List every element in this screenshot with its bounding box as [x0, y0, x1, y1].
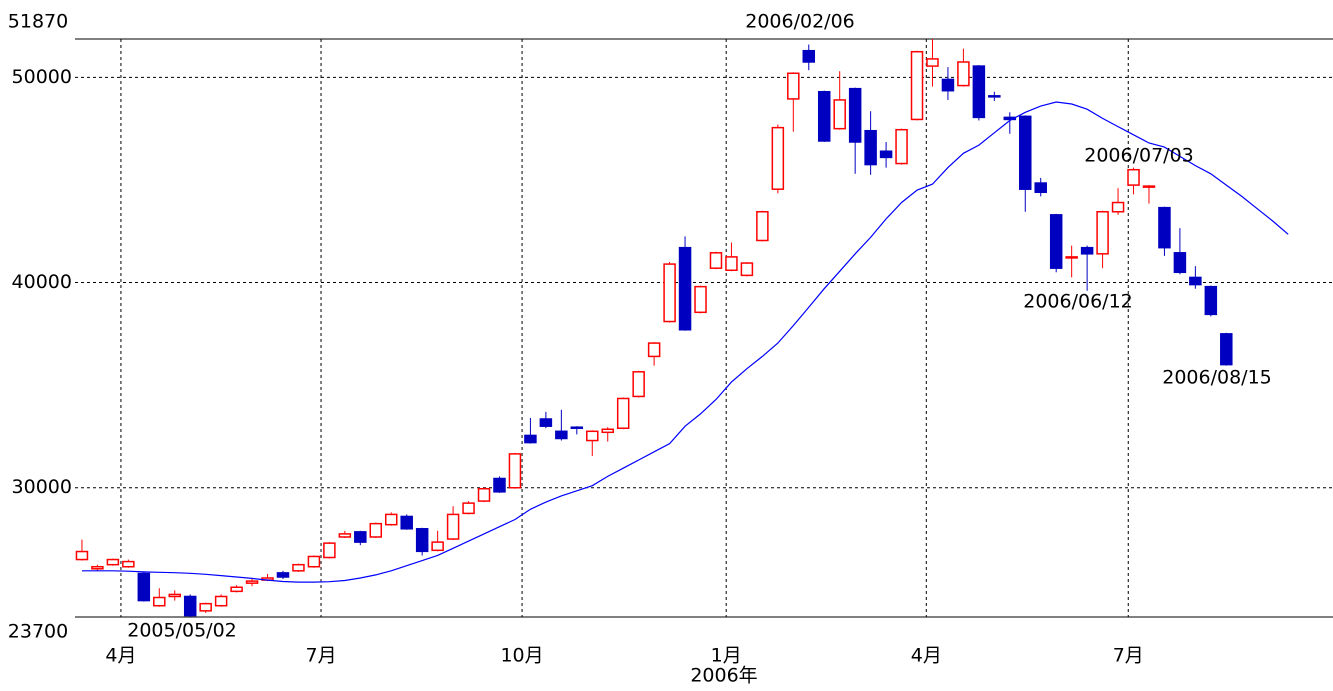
candle-body	[926, 58, 939, 67]
candle-body	[833, 99, 846, 130]
candle-body	[864, 129, 877, 166]
x-tick-label: 7月	[305, 645, 336, 667]
candle-body	[245, 580, 259, 584]
candle-body	[1111, 201, 1125, 213]
candle-body	[756, 211, 769, 242]
candle-body	[292, 563, 305, 572]
candle-body	[616, 397, 630, 429]
candle-body	[586, 430, 599, 442]
candle-body	[972, 65, 986, 119]
x-tick-label: 7月	[1113, 645, 1144, 667]
candle-body	[477, 488, 491, 502]
candle-body	[941, 78, 955, 92]
candle-body	[153, 596, 166, 607]
candle-body	[137, 572, 151, 602]
candle-body	[957, 61, 970, 87]
candle-body	[787, 72, 800, 100]
candle-body	[802, 49, 816, 63]
candle-body	[895, 128, 908, 165]
candle-body	[354, 531, 367, 543]
candle-body	[415, 528, 429, 553]
y-tick-label: 30000	[12, 476, 72, 498]
candle-body	[91, 565, 104, 570]
candle-body	[771, 126, 785, 190]
year-label: 2006年	[690, 665, 757, 687]
candle-body	[307, 555, 321, 568]
candle-body	[740, 262, 754, 277]
candle-body	[1189, 276, 1202, 286]
y-min-label: 23700	[8, 621, 68, 643]
candle-body	[106, 558, 120, 566]
annotation: 2006/02/06	[745, 11, 855, 33]
annotation: 2006/07/03	[1084, 145, 1194, 167]
candle-body	[1204, 285, 1218, 316]
annotation: 2006/06/12	[1023, 291, 1133, 313]
candle-body	[1003, 116, 1017, 121]
y-max-label: 51870	[8, 11, 68, 33]
candle-body	[493, 477, 506, 493]
candle-body	[848, 87, 862, 143]
candle-body	[1019, 115, 1032, 190]
candle-body	[1220, 333, 1233, 366]
candle-body	[214, 595, 228, 607]
candle-body	[122, 560, 135, 568]
annotation: 2006/08/15	[1162, 367, 1272, 389]
candle-body	[199, 602, 212, 612]
candle-body	[431, 541, 444, 552]
candle-body	[1142, 185, 1156, 188]
candle-body	[988, 95, 1001, 98]
candle-body	[663, 263, 676, 323]
candle-body	[1096, 211, 1109, 255]
candle-body	[369, 522, 383, 538]
y-tick-label: 40000	[12, 271, 72, 293]
x-tick-label: 4月	[105, 645, 136, 667]
candle-body	[678, 246, 692, 331]
candle-body	[694, 285, 707, 314]
candle-body	[524, 434, 537, 444]
candle-body	[338, 533, 352, 538]
candle-body	[632, 371, 645, 398]
candle-body	[230, 586, 243, 593]
candle-body	[817, 90, 831, 142]
candle-body	[555, 430, 568, 440]
candle-body	[570, 426, 584, 429]
y-tick-label: 50000	[12, 66, 72, 88]
candle-body	[446, 513, 460, 540]
candle-body	[462, 502, 475, 515]
candle-body	[1158, 206, 1171, 249]
x-tick-label: 1月	[711, 645, 742, 667]
candle-body	[910, 50, 924, 121]
x-tick-label: 4月	[911, 645, 942, 667]
candle-body	[1080, 246, 1094, 255]
candle-body	[601, 428, 614, 434]
candle-body	[1173, 252, 1187, 274]
candle-body	[183, 595, 197, 617]
annotation: 2005/05/02	[127, 620, 237, 642]
candle-body	[709, 252, 723, 269]
candle-body	[879, 150, 893, 159]
candle-body	[276, 572, 290, 578]
candle-body	[508, 453, 522, 489]
candle-body	[400, 515, 413, 530]
candle-body	[1049, 214, 1063, 269]
candle-body	[539, 418, 553, 427]
candle-body	[647, 342, 661, 358]
x-tick-label: 10月	[500, 645, 543, 667]
moving-average	[82, 101, 1289, 583]
candle-body	[1034, 182, 1047, 194]
candle-body	[1065, 256, 1078, 259]
candle-body	[323, 542, 336, 559]
candle-body	[725, 256, 738, 271]
candle-body	[384, 513, 398, 526]
candle-body	[1127, 168, 1140, 186]
candle-body	[168, 593, 181, 598]
candle-body	[75, 550, 89, 561]
